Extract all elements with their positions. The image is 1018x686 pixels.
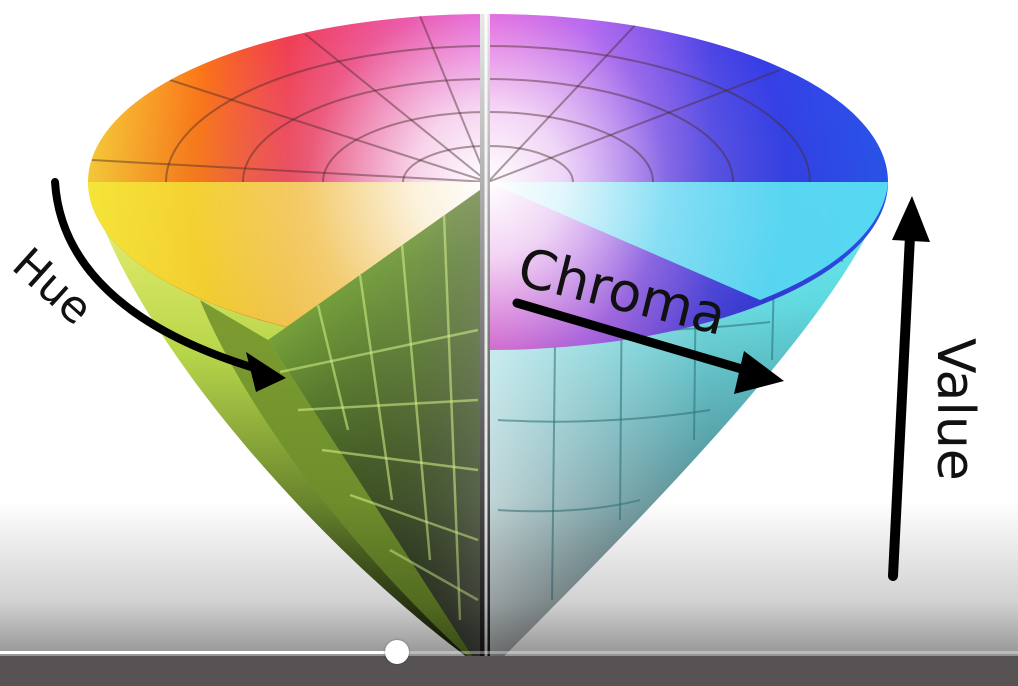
video-scrubber-handle[interactable] (385, 640, 410, 664)
video-progress-played (0, 651, 398, 654)
chroma-arrow (512, 298, 784, 394)
hue-label: Hue (3, 238, 103, 335)
hue-arrow (51, 178, 286, 392)
video-progress-bar[interactable] (0, 640, 1018, 664)
video-controls-bar (0, 656, 1018, 686)
value-arrow (888, 196, 930, 581)
value-label: Value (925, 338, 985, 481)
